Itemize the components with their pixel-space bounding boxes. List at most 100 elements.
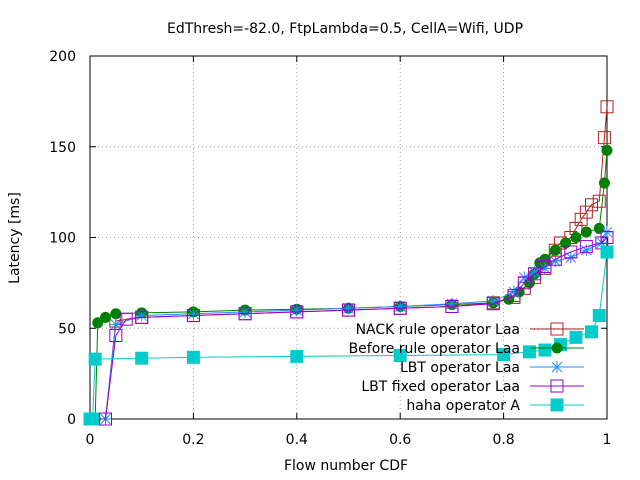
legend-label: haha operator A bbox=[406, 398, 520, 414]
data-point bbox=[584, 198, 598, 212]
data-point-stroke bbox=[529, 266, 540, 278]
series-0 bbox=[83, 100, 614, 426]
data-point bbox=[100, 311, 112, 323]
axis-ticks: 0 0.2 0.4 0.6 0.8 1 0 50 100 150 200 bbox=[49, 49, 611, 448]
data-point bbox=[486, 297, 500, 311]
series-group bbox=[83, 100, 614, 426]
data-point bbox=[99, 412, 113, 426]
legend: NACK rule operator Laa Before rule operat… bbox=[349, 322, 584, 414]
data-point-stroke bbox=[539, 263, 551, 274]
data-point bbox=[560, 237, 572, 249]
data-point-stroke bbox=[508, 286, 520, 298]
data-point bbox=[135, 351, 149, 365]
data-point bbox=[584, 325, 598, 339]
data-point bbox=[569, 330, 583, 344]
data-point-stroke bbox=[565, 252, 577, 263]
x-tick-label: 1 bbox=[603, 432, 612, 448]
data-point bbox=[109, 329, 123, 343]
data-point bbox=[538, 260, 552, 274]
data-point bbox=[528, 267, 542, 281]
data-point bbox=[86, 412, 100, 426]
legend-label: LBT fixed operator Laa bbox=[361, 379, 520, 395]
data-point bbox=[600, 100, 614, 114]
x-tick-label: 0.6 bbox=[389, 432, 411, 448]
series-line bbox=[90, 231, 608, 420]
data-point bbox=[119, 312, 133, 326]
data-point bbox=[290, 349, 304, 363]
legend-label: Before rule operator Laa bbox=[349, 341, 520, 357]
data-point bbox=[507, 289, 521, 303]
data-point bbox=[186, 350, 200, 364]
y-tick-label: 200 bbox=[49, 49, 76, 65]
data-point bbox=[290, 304, 303, 317]
series-3 bbox=[83, 231, 614, 426]
data-point-stroke bbox=[136, 310, 148, 321]
data-point bbox=[551, 342, 563, 354]
data-point bbox=[574, 212, 588, 226]
data-point bbox=[92, 317, 104, 329]
data-point bbox=[487, 295, 500, 308]
data-point bbox=[538, 343, 552, 357]
data-point bbox=[551, 361, 563, 373]
data-point bbox=[393, 348, 407, 362]
data-point bbox=[445, 299, 459, 313]
data-point-stroke bbox=[291, 304, 303, 316]
data-point bbox=[601, 226, 613, 239]
data-point-stroke bbox=[343, 302, 354, 314]
data-point bbox=[497, 348, 511, 362]
data-point-stroke bbox=[580, 244, 592, 256]
data-point bbox=[522, 345, 536, 359]
data-point bbox=[592, 194, 606, 208]
y-tick-label: 50 bbox=[58, 321, 76, 337]
data-point bbox=[507, 285, 520, 298]
data-point bbox=[593, 222, 605, 234]
data-point bbox=[548, 252, 562, 266]
series-4 bbox=[83, 245, 614, 426]
y-tick-label: 100 bbox=[49, 231, 76, 247]
data-point bbox=[88, 352, 102, 366]
data-point bbox=[550, 398, 564, 412]
x-axis-label: Flow number CDF bbox=[284, 458, 408, 474]
x-tick-label: 0.2 bbox=[182, 432, 204, 448]
data-point bbox=[570, 232, 582, 243]
data-point bbox=[564, 251, 577, 264]
data-point bbox=[238, 307, 252, 321]
plot-frame bbox=[89, 55, 608, 420]
data-point-stroke bbox=[110, 319, 122, 330]
data-point bbox=[580, 244, 593, 257]
data-point bbox=[597, 131, 611, 145]
data-point bbox=[445, 297, 458, 310]
data-point-stroke bbox=[551, 361, 563, 373]
chart-title: EdThresh=-82.0, FtpLambda=0.5, CellA=Wif… bbox=[167, 21, 523, 37]
data-point bbox=[290, 305, 304, 319]
data-point bbox=[592, 309, 606, 323]
data-point bbox=[342, 303, 355, 317]
data-point bbox=[518, 271, 531, 284]
series-line bbox=[90, 106, 608, 420]
data-point bbox=[601, 144, 613, 156]
y-tick-label: 0 bbox=[67, 412, 76, 428]
data-point-stroke bbox=[601, 226, 613, 238]
data-point-stroke bbox=[188, 308, 199, 320]
data-point bbox=[550, 322, 564, 336]
data-point bbox=[579, 240, 593, 254]
data-point bbox=[517, 276, 531, 290]
data-point bbox=[550, 379, 564, 393]
legend-label: LBT operator Laa bbox=[400, 360, 520, 376]
grid-lines bbox=[90, 56, 607, 419]
data-point-stroke bbox=[518, 272, 530, 283]
data-point bbox=[110, 308, 122, 320]
data-point bbox=[598, 177, 610, 189]
data-point bbox=[393, 301, 407, 315]
legend-label: NACK rule operator Laa bbox=[356, 322, 520, 338]
data-point bbox=[580, 226, 592, 238]
data-point bbox=[239, 305, 252, 318]
series-2 bbox=[84, 226, 613, 425]
x-tick-label: 0.4 bbox=[286, 432, 308, 448]
series-line bbox=[90, 237, 608, 420]
y-tick-label: 150 bbox=[49, 140, 76, 156]
y-axis-label: Latency [ms] bbox=[7, 192, 23, 284]
data-point-stroke bbox=[394, 301, 406, 312]
data-point-stroke bbox=[239, 306, 251, 318]
